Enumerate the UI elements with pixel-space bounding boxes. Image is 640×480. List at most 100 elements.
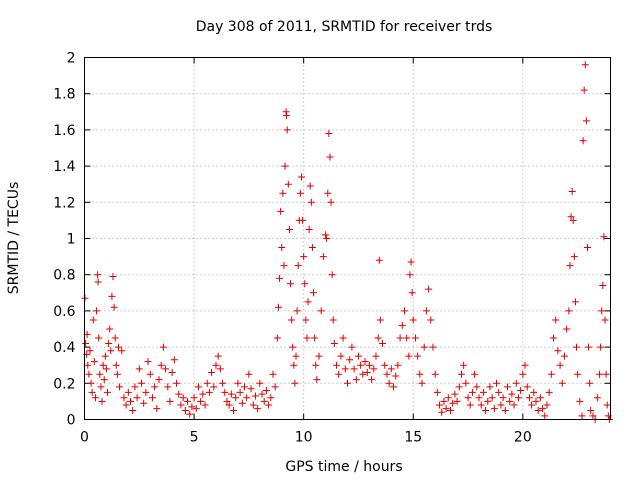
data-point [510,401,518,409]
data-point [581,61,589,69]
data-point [603,401,611,409]
data-point [593,394,601,402]
data-point [151,383,159,391]
data-point [173,379,181,387]
data-point [212,361,220,369]
data-point [497,401,505,409]
data-point [488,394,496,402]
data-point [563,325,571,333]
data-point [256,379,264,387]
data-point [425,285,433,293]
data-point [475,394,483,402]
data-point [344,379,351,387]
data-point [503,383,511,391]
data-point [484,397,492,405]
data-point [543,401,551,409]
data-point [166,397,174,405]
data-point [558,379,566,387]
data-point [359,370,367,378]
data-point [279,189,287,197]
data-point [579,137,587,145]
data-point [287,280,295,288]
data-point [392,372,400,380]
data-point [214,352,222,360]
data-point [110,303,118,311]
data-point [162,365,170,373]
data-point [521,361,529,369]
data-point [350,365,358,373]
data-point [192,405,200,413]
data-point [106,325,114,333]
data-point [101,352,109,360]
data-point [157,361,165,369]
data-point [254,405,262,413]
data-point [111,334,119,342]
x-tick-label: 5 [190,430,199,446]
data-point [365,361,373,369]
x-tick-label: 0 [80,430,89,446]
data-point [97,383,105,391]
data-point [238,399,246,407]
data-point [122,401,130,409]
data-point [601,316,609,324]
data-point [82,339,90,347]
grid [84,57,611,420]
data-point [455,383,463,391]
data-point [583,244,591,252]
data-point [490,405,498,413]
data-point [216,365,224,373]
data-point [303,334,311,342]
data-point [477,401,485,409]
data-point [574,370,582,378]
data-point [87,379,95,387]
data-point [288,316,296,324]
data-point [104,388,112,396]
data-point [514,394,522,402]
axis-ticks: 00.20.40.60.811.21.41.61.820 5 10 15 20 [53,51,611,446]
data-point [573,343,581,351]
data-point [170,356,178,364]
data-point [260,397,268,405]
data-point [324,189,332,197]
data-point [530,388,538,396]
data-point [582,117,590,125]
data-point [245,370,253,378]
data-point [403,334,411,342]
data-point [396,334,404,342]
data-point [159,343,167,351]
y-tick-label: 1 [67,232,76,248]
data-point [438,408,446,416]
data-point [108,292,116,300]
data-point [327,198,335,206]
data-point [301,280,309,288]
data-point [411,334,419,342]
data-point [199,390,207,398]
data-point [460,361,468,369]
data-point [499,394,507,402]
data-point [532,397,540,405]
data-point [300,253,308,261]
data-point [405,352,413,360]
data-point [390,383,398,391]
data-point [290,361,298,369]
data-point [116,383,124,391]
data-point [325,130,333,138]
data-point [333,361,341,369]
plot-frame [84,57,611,420]
data-point [552,316,560,324]
data-point [85,370,93,378]
data-point [292,352,300,360]
data-point [210,383,218,391]
data-point [89,316,97,324]
data-point [422,307,430,315]
data-point [381,361,389,369]
data-point [273,334,281,342]
data-point [262,387,270,395]
data-point [155,376,163,384]
data-point [440,397,448,405]
data-point [383,370,391,378]
data-point [142,388,150,396]
data-point [482,406,490,414]
data-point [570,253,578,261]
data-point [276,274,284,282]
